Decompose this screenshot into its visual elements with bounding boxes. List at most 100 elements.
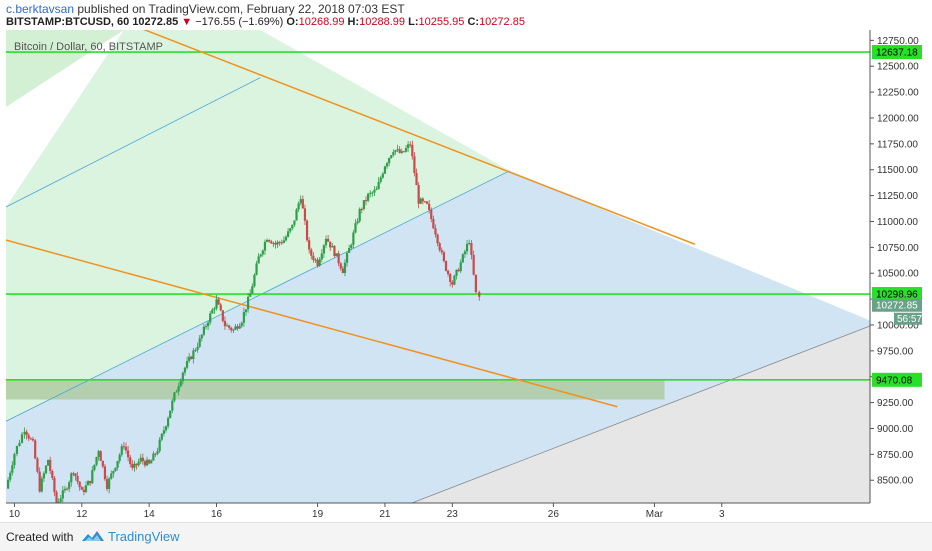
candle-body [152,453,155,461]
candle-body [171,400,174,411]
candle-body [354,223,357,233]
candle-body [272,243,275,245]
candle-body [141,457,144,462]
candle-body [101,460,104,467]
candle-body [78,481,81,488]
candle-body [320,253,323,260]
tradingview-cloud-icon[interactable] [80,528,106,544]
candle-body [291,224,294,229]
candle-body [150,460,153,464]
candle-body [72,473,75,475]
candle-body [135,463,138,466]
candle-body [7,479,10,489]
candle-body [29,438,32,440]
open-value: 10268.99 [298,16,345,28]
y-tick-label: 11500.00 [877,165,918,176]
candle-body [221,310,224,321]
level-price-label: 9470.08 [876,375,913,386]
x-tick-label: Mar [646,509,664,520]
candle-body [419,198,422,204]
chart-area[interactable]: Bitcoin / Dollar, 60, BITSTAMP 12750.00 1… [5,21,924,521]
level-price-tag [872,372,922,387]
time-axis-bg [6,503,924,521]
candle-body [209,313,212,323]
candle-body [257,256,260,264]
candle-body [318,259,321,266]
candle-body [278,241,281,243]
candle-body [131,464,134,468]
candle-body [468,243,471,245]
candle-body [236,326,239,329]
level-price-tag [872,45,922,60]
candle-body [310,249,313,256]
candle-body [143,461,147,466]
x-tick-label: 23 [447,509,459,520]
candle-body [160,433,163,440]
candle-body [211,309,214,314]
candle-body [31,438,35,441]
candle-body [472,254,475,275]
candle-body [432,219,435,229]
close-label: C: [467,16,480,28]
open-label: O: [286,16,299,28]
y-tick-label: 9250.00 [877,398,914,409]
candle-body [234,326,237,330]
candle-body [230,327,233,331]
candle-body [259,254,262,257]
candle-body [232,329,235,331]
candle-body [112,470,115,474]
blue-channel-fill [6,170,870,504]
horizontal-levels [6,51,870,381]
y-tick-label: 9000.00 [877,424,914,435]
level-price-label: 12637.18 [876,48,918,59]
candle-body [55,492,58,504]
candle-body [390,155,393,158]
y-tick-label: 9750.00 [877,346,914,357]
candle-body [371,192,374,194]
candle-body [219,304,222,311]
candle-body [95,457,98,465]
level-price-label: 10298.96 [876,290,918,301]
candle-body [339,263,342,269]
author-link[interactable]: c.berktavsan [6,2,75,16]
candle-body [173,392,176,401]
candle-body [20,434,24,443]
lower-channel-line [411,325,871,504]
candle-body [417,185,420,204]
support-zone-rect [6,379,665,400]
candle-body [329,241,332,248]
candle-body [343,262,347,274]
candle-body [154,453,157,455]
candle-body [438,243,441,251]
price-chart[interactable]: Bitcoin / Dollar, 60, BITSTAMP 12750.001… [5,21,924,521]
candle-body [341,268,344,274]
candle-body [158,439,161,452]
chart-legend: Bitcoin / Dollar, 60, BITSTAMP [14,41,163,53]
candle-body [373,189,376,193]
candle-body [293,220,296,225]
candle-body [316,259,319,266]
candle-body [287,231,290,237]
candle-body [453,275,456,285]
candle-body [358,208,361,222]
candle-body [383,166,387,174]
low-value: 10255.95 [418,16,465,28]
countdown-label: 56:57 [897,314,922,325]
candle-body [388,157,391,164]
candle-body [200,334,203,339]
candle-body [413,156,416,174]
candle-body [297,203,300,210]
candle-body [139,457,142,462]
candle-body [68,482,71,489]
candle-body [444,260,448,271]
tradingview-brand-link[interactable]: TradingView [108,529,180,544]
price-axis-bg [870,30,924,521]
candle-body [242,312,245,323]
candle-body [404,148,408,152]
candle-body [463,251,467,255]
candle-body [430,209,433,220]
candle-body [114,467,117,471]
candle-body [44,465,48,474]
y-tick-label: 11000.00 [877,217,918,228]
countdown-tag [894,312,922,325]
